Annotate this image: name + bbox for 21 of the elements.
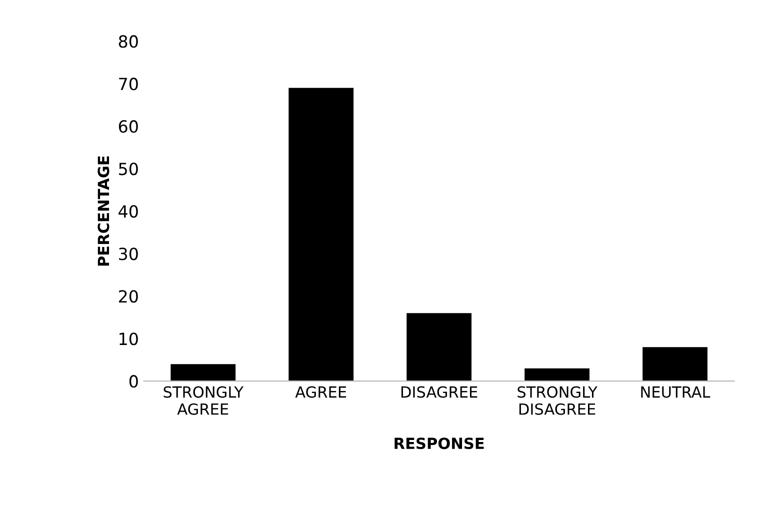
y-axis-title: PERCENTAGE bbox=[98, 156, 110, 266]
y-tick-label: 70 bbox=[119, 78, 138, 90]
x-tick-label: NEUTRAL bbox=[641, 386, 710, 398]
y-tick-label: 30 bbox=[119, 248, 138, 260]
y-tick-label: 0 bbox=[129, 375, 138, 388]
bar bbox=[524, 368, 590, 382]
bar bbox=[406, 313, 472, 382]
y-tick-label: 20 bbox=[118, 290, 138, 303]
y-tick-label: 80 bbox=[118, 35, 138, 48]
bar bbox=[642, 347, 708, 382]
bar bbox=[170, 364, 236, 382]
x-tick-label: STRONGLY AGREE bbox=[164, 386, 244, 415]
y-tick-label: 60 bbox=[118, 120, 138, 133]
y-tick-label: 50 bbox=[119, 162, 138, 176]
y-tick-label: 40 bbox=[118, 205, 138, 218]
x-tick-label: STRONGLY DISAGREE bbox=[518, 386, 598, 415]
x-axis-title: RESPONSE bbox=[394, 438, 484, 450]
y-tick-label: 10 bbox=[120, 332, 138, 346]
x-tick-label: AGREE bbox=[295, 386, 346, 398]
bar bbox=[288, 88, 354, 382]
x-tick-label: DISAGREE bbox=[401, 386, 478, 398]
